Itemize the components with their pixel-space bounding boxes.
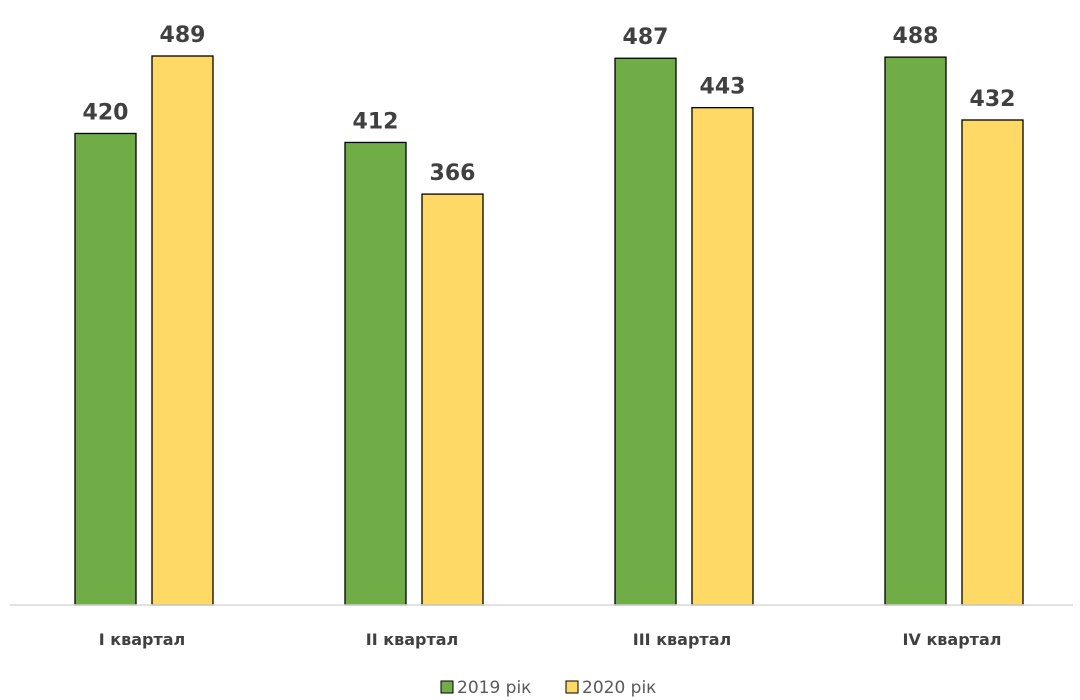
category-label-2: II квартал [366, 630, 459, 649]
bar-4-series-2 [961, 119, 1024, 606]
legend: 2019 рік 2020 рік [440, 678, 656, 698]
data-label-2-series-2: 366 [430, 161, 476, 186]
data-labels-layer: 420 489 412 366 487 443 488 432 [83, 23, 1016, 186]
bar-3-series-2 [691, 106, 754, 606]
bar-1-series-1 [74, 132, 137, 606]
bar-3-series-1 [614, 57, 677, 606]
category-label-1: I квартал [99, 630, 186, 649]
legend-label-series-2: 2020 рік [582, 678, 656, 698]
bar-1-series-2 [151, 55, 214, 606]
bar-4-series-1 [884, 56, 947, 606]
data-label-1-series-1: 420 [83, 100, 129, 125]
data-label-2-series-1: 412 [353, 109, 399, 134]
legend-label-series-1: 2019 рік [457, 678, 531, 698]
category-label-3: III квартал [633, 630, 731, 649]
data-label-4-series-2: 432 [970, 87, 1016, 112]
data-label-1-series-2: 489 [160, 23, 206, 48]
category-labels-layer: I квартал II квартал III квартал IV квартал [99, 630, 1002, 649]
data-label-3-series-2: 443 [700, 75, 746, 100]
bar-2-series-1 [344, 141, 407, 606]
legend-swatch-series-2 [565, 680, 579, 694]
bars-layer [74, 55, 1024, 606]
bar-2-series-2 [421, 193, 484, 606]
legend-swatch-series-1 [440, 680, 454, 694]
data-label-3-series-1: 487 [623, 25, 669, 50]
data-label-4-series-1: 488 [893, 24, 939, 49]
category-label-4: IV квартал [903, 630, 1002, 649]
